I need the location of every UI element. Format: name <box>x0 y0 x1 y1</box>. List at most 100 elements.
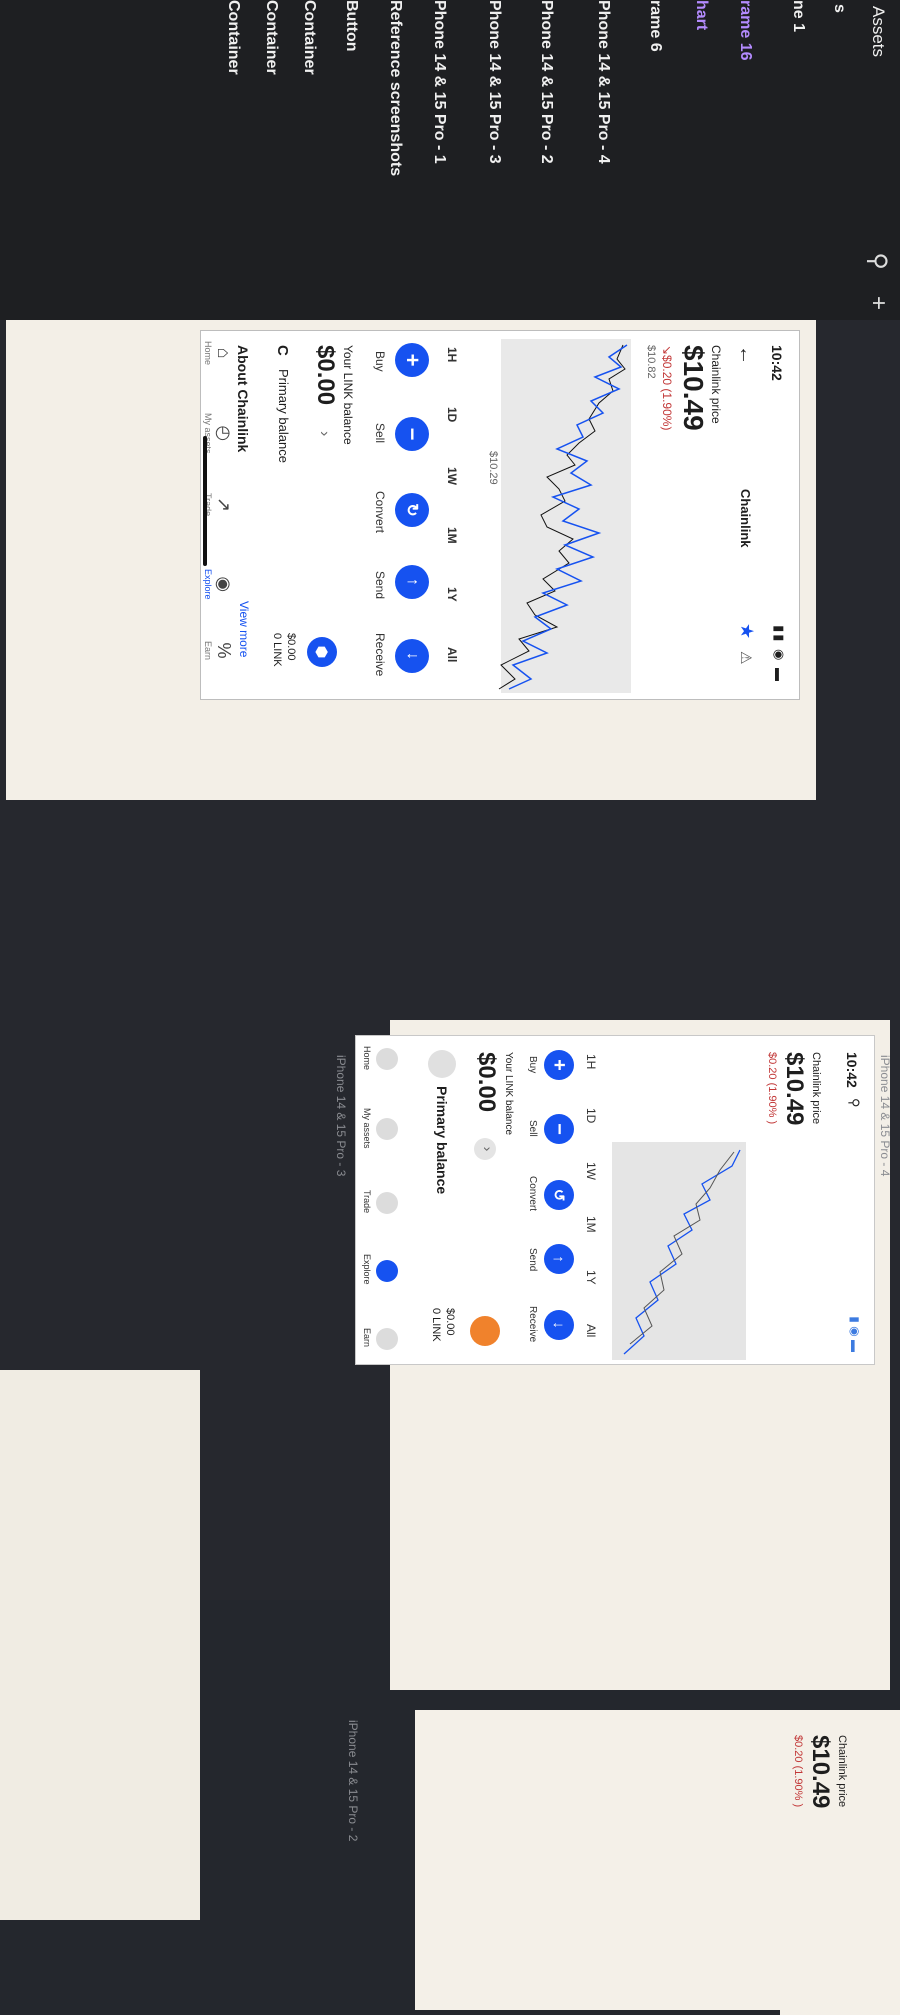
assets-tab[interactable]: Assets <box>869 6 888 58</box>
nav-home-icon[interactable] <box>376 1048 398 1070</box>
price-change: $0.20 (1.90% ) <box>766 1052 778 1125</box>
chevron-right-icon[interactable]: › <box>316 431 333 437</box>
price-value: $10.49 <box>781 1052 808 1126</box>
layer-item[interactable]: rame 16 <box>737 0 754 61</box>
buy-button[interactable]: + <box>544 1050 574 1080</box>
sell-button[interactable]: − <box>544 1114 574 1144</box>
design-canvas[interactable]: 10:42 ▮▮ ◉ ▬ ← Chainlink ★ ⚠ Chainlink p… <box>0 320 900 2015</box>
price-value: $10.49 <box>678 345 709 431</box>
layer-item[interactable]: Container <box>225 0 242 75</box>
phone-screen-chainlink-2[interactable]: 10:42 ⚲ ▮ ◉ ▬ Chainlink price $10.49 $0.… <box>355 1035 875 1365</box>
layer-item[interactable]: Phone 14 & 15 Pro - 3 <box>486 0 503 164</box>
timeframe-1w[interactable]: 1W <box>584 1162 598 1180</box>
price-value: $10.49 <box>807 1735 834 1809</box>
balance-label: Your LINK balance <box>503 1052 514 1136</box>
convert-button[interactable]: ↻ <box>395 493 429 527</box>
nav-label: Earn <box>362 1328 372 1348</box>
action-label: Receive <box>373 633 387 677</box>
timeframe-1m[interactable]: 1M <box>445 527 459 544</box>
convert-button[interactable]: ↺ <box>544 1180 574 1210</box>
timeframe-1m[interactable]: 1M <box>584 1216 598 1233</box>
balance-value: $0.00 <box>473 1052 500 1113</box>
layer-item[interactable]: Container <box>263 0 280 75</box>
timeframe-1y[interactable]: 1Y <box>445 587 459 602</box>
chainlink-logo-icon: ⬢ <box>307 637 337 667</box>
action-label: Convert <box>373 491 387 534</box>
nav-home[interactable]: ⌂ Home <box>203 341 234 366</box>
frame-label: iPhone 14 & 15 Pro - 4 <box>878 1055 892 1177</box>
layer-item[interactable]: Phone 14 & 15 Pro - 1 <box>431 0 448 164</box>
view-more-link[interactable]: View more <box>237 601 251 658</box>
alert-icon[interactable]: ⚠ <box>737 651 754 665</box>
timeframe-1h[interactable]: 1H <box>584 1054 598 1070</box>
chart-line-secondary <box>629 1151 735 1345</box>
search-icon[interactable]: ⚲ <box>847 1098 862 1108</box>
back-arrow-icon[interactable]: ← <box>735 345 757 365</box>
nav-my-assets[interactable]: ◴ My assets <box>203 413 234 454</box>
sell-button[interactable]: − <box>395 417 429 451</box>
add-icon[interactable]: + <box>865 295 893 310</box>
receive-button[interactable]: ↓ <box>544 1310 574 1340</box>
status-time: 10:42 <box>769 345 785 381</box>
layer-item[interactable]: Button <box>343 0 360 52</box>
layer-item[interactable]: ne 1 <box>790 0 807 33</box>
page-title: Chainlink <box>738 489 753 548</box>
layer-item[interactable]: Reference screenshots <box>387 0 404 177</box>
about-heading: About Chainlink <box>235 345 251 453</box>
phone-screen-chainlink[interactable]: 10:42 ▮▮ ◉ ▬ ← Chainlink ★ ⚠ Chainlink p… <box>200 330 800 700</box>
layer-item[interactable]: hart <box>693 0 710 31</box>
price-label: Chainlink price <box>836 1735 848 1808</box>
timeframe-1h[interactable]: 1H <box>445 347 459 363</box>
layer-item[interactable]: Phone 14 & 15 Pro - 4 <box>595 0 612 164</box>
timeframe-all[interactable]: All <box>584 1324 598 1338</box>
layers-panel-header: Assets ⚲ + <box>856 0 900 330</box>
star-icon[interactable]: ★ <box>737 623 757 640</box>
send-button[interactable]: ↑ <box>544 1244 574 1274</box>
timeframe-1d[interactable]: 1D <box>584 1108 598 1124</box>
send-button[interactable]: ↑ <box>395 565 429 599</box>
chart-area <box>612 1142 746 1360</box>
timeframe-1d[interactable]: 1D <box>445 407 459 423</box>
canvas-frame <box>0 1370 200 1920</box>
layer-item[interactable]: s <box>831 4 848 13</box>
trend-icon: ↗ <box>214 497 234 513</box>
home-icon: ⌂ <box>214 347 234 359</box>
percent-icon: % <box>214 642 234 659</box>
nav-label: Explore <box>362 1254 372 1285</box>
chevron-right-icon[interactable]: › <box>474 1138 496 1160</box>
nav-assets-icon[interactable] <box>376 1118 398 1140</box>
nav-explore[interactable]: ◉ Explore <box>203 569 234 600</box>
nav-trade-icon[interactable] <box>376 1192 398 1214</box>
price-change: $0.20 (1.90% ) <box>792 1735 804 1808</box>
status-icons: ▮▮ ◉ ▬ <box>772 625 787 683</box>
buy-button[interactable]: + <box>395 343 429 377</box>
timeframe-1y[interactable]: 1Y <box>584 1270 598 1285</box>
nav-earn[interactable]: % Earn <box>203 641 234 661</box>
timeframe-1w[interactable]: 1W <box>445 467 459 485</box>
nav-label: Home <box>362 1046 372 1071</box>
nav-label: My assets <box>362 1108 372 1149</box>
action-label: Buy <box>373 351 387 372</box>
layer-item[interactable]: Phone 14 & 15 Pro - 2 <box>538 0 555 164</box>
home-indicator <box>203 436 207 566</box>
nav-earn-icon[interactable] <box>376 1328 398 1350</box>
status-time: 10:42 <box>844 1052 860 1088</box>
status-icons: ▮ ◉ ▬ <box>848 1316 862 1352</box>
search-icon[interactable]: ⚲ <box>864 252 892 270</box>
action-label: Convert <box>527 1176 538 1212</box>
action-label: Send <box>527 1248 538 1272</box>
balance-label: Your LINK balance <box>341 345 355 445</box>
layer-item[interactable]: rame 6 <box>647 0 664 52</box>
layers-panel: Assets ⚲ + s ne 1 rame 16 hart rame 6 Ph… <box>0 0 900 330</box>
nav-explore-icon[interactable] <box>376 1260 398 1282</box>
price-label: Chainlink price <box>810 1052 822 1125</box>
nav-trade[interactable]: ↗ Trade <box>203 493 234 517</box>
primary-balance-link: 0 LINK <box>271 633 283 667</box>
receive-button[interactable]: ↓ <box>395 639 429 673</box>
layer-item[interactable]: Container <box>301 0 318 75</box>
timeframe-all[interactable]: All <box>445 647 459 663</box>
price-change: ↘$0.20 (1.90%) <box>660 345 674 431</box>
price-chart[interactable] <box>469 339 639 693</box>
price-chart[interactable] <box>604 1042 754 1360</box>
